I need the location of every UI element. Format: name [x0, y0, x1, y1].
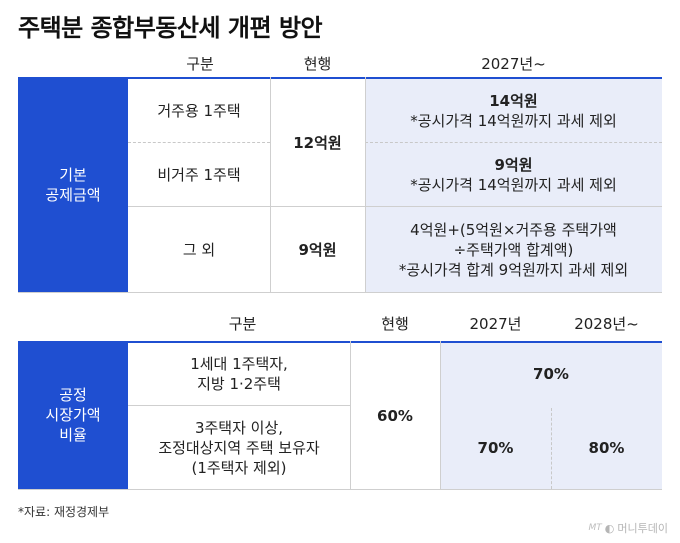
future-formula-cont: ÷주택가액 합계액)	[453, 240, 574, 259]
row-divider	[128, 405, 350, 406]
row-label-line: 1세대 1주택자,	[190, 355, 288, 373]
table1-header-current: 현행	[303, 55, 332, 73]
row-label-multi-house: 3주택자 이상, 조정대상지역 주택 보유자 (1주택자 제외)	[128, 406, 350, 489]
column-divider	[440, 341, 441, 489]
table2-header-2028: 2028년~	[574, 315, 639, 333]
future-value-others: 4억원+(5억원×거주용 주택가액 ÷주택가액 합계액) *공시가격 합계 9억…	[365, 207, 662, 292]
row-label-line: 지방 1·2주택	[197, 375, 281, 393]
row-label-line: (1주택자 제외)	[191, 458, 287, 477]
table1-header-future: 2027년~	[481, 55, 546, 73]
logo-icon: ◐	[604, 521, 615, 535]
group-label-line: 공정	[59, 386, 87, 404]
current-ratio-merged: 60%	[377, 407, 413, 425]
row-label-single-house: 1세대 1주택자, 지방 1·2주택	[128, 343, 350, 405]
table1-header-category: 구분	[186, 55, 214, 73]
ratio-single-house-future: 70%	[533, 365, 569, 383]
row-label-line: 3주택자 이상,	[194, 418, 284, 437]
future-amount: 9억원	[494, 155, 533, 174]
page-title: 주택분 종합부동산세 개편 방안	[18, 14, 323, 42]
logo-mark: MT	[588, 523, 602, 533]
row-label-resident-one-house: 거주용 1주택	[157, 101, 241, 120]
future-value-nonresident: 9억원 *공시가격 14억원까지 과세 제외	[365, 143, 662, 206]
row-label-others: 그 외	[182, 240, 216, 259]
row-label-line: 조정대상지역 주택 보유자	[158, 438, 320, 457]
table2-bottom-border	[18, 489, 662, 490]
group-label-line: 공제금액	[45, 185, 101, 204]
group-label-ratio: 공정 시장가액 비율	[18, 341, 128, 489]
row-divider	[365, 142, 662, 143]
column-divider	[365, 77, 366, 292]
table2-header-2027: 2027년	[469, 315, 522, 333]
row-label-nonresident-one-house: 비거주 1주택	[157, 165, 241, 184]
table2-header-category: 구분	[228, 315, 257, 333]
future-column-bg	[365, 77, 662, 292]
column-divider	[350, 341, 351, 489]
row-divider	[128, 142, 270, 143]
ratio-multi-house-2027: 70%	[477, 438, 514, 457]
row-divider	[128, 206, 662, 207]
table1-top-border	[128, 77, 662, 79]
logo-text: 머니투데이	[617, 522, 668, 535]
future-note: *공시가격 14억원까지 과세 제외	[410, 175, 617, 194]
publisher-logo: MT ◐ 머니투데이	[589, 520, 668, 536]
future-formula: 4억원+(5억원×거주용 주택가액	[410, 220, 617, 239]
table2-top-border	[128, 341, 662, 343]
table1-bottom-border	[18, 292, 662, 293]
future-note: *공시가격 합계 9억원까지 과세 제외	[398, 260, 629, 279]
group-label-line: 비율	[59, 426, 87, 444]
current-value-merged: 12억원	[293, 133, 342, 152]
group-label-deduction: 기본 공제금액	[18, 77, 128, 292]
table2-header-current: 현행	[381, 315, 409, 333]
future-note: *공시가격 14억원까지 과세 제외	[410, 111, 617, 130]
future-amount: 14억원	[489, 91, 538, 110]
column-divider-dashed	[551, 408, 552, 489]
future-value-resident: 14억원 *공시가격 14억원까지 과세 제외	[365, 79, 662, 142]
source-note: *자료: 재정경제부	[18, 505, 110, 519]
column-divider	[270, 77, 271, 292]
group-label-line: 기본	[59, 165, 87, 184]
current-value-others: 9억원	[298, 240, 337, 259]
ratio-multi-house-2028: 80%	[588, 438, 625, 457]
group-label-line: 시장가액	[45, 406, 101, 424]
